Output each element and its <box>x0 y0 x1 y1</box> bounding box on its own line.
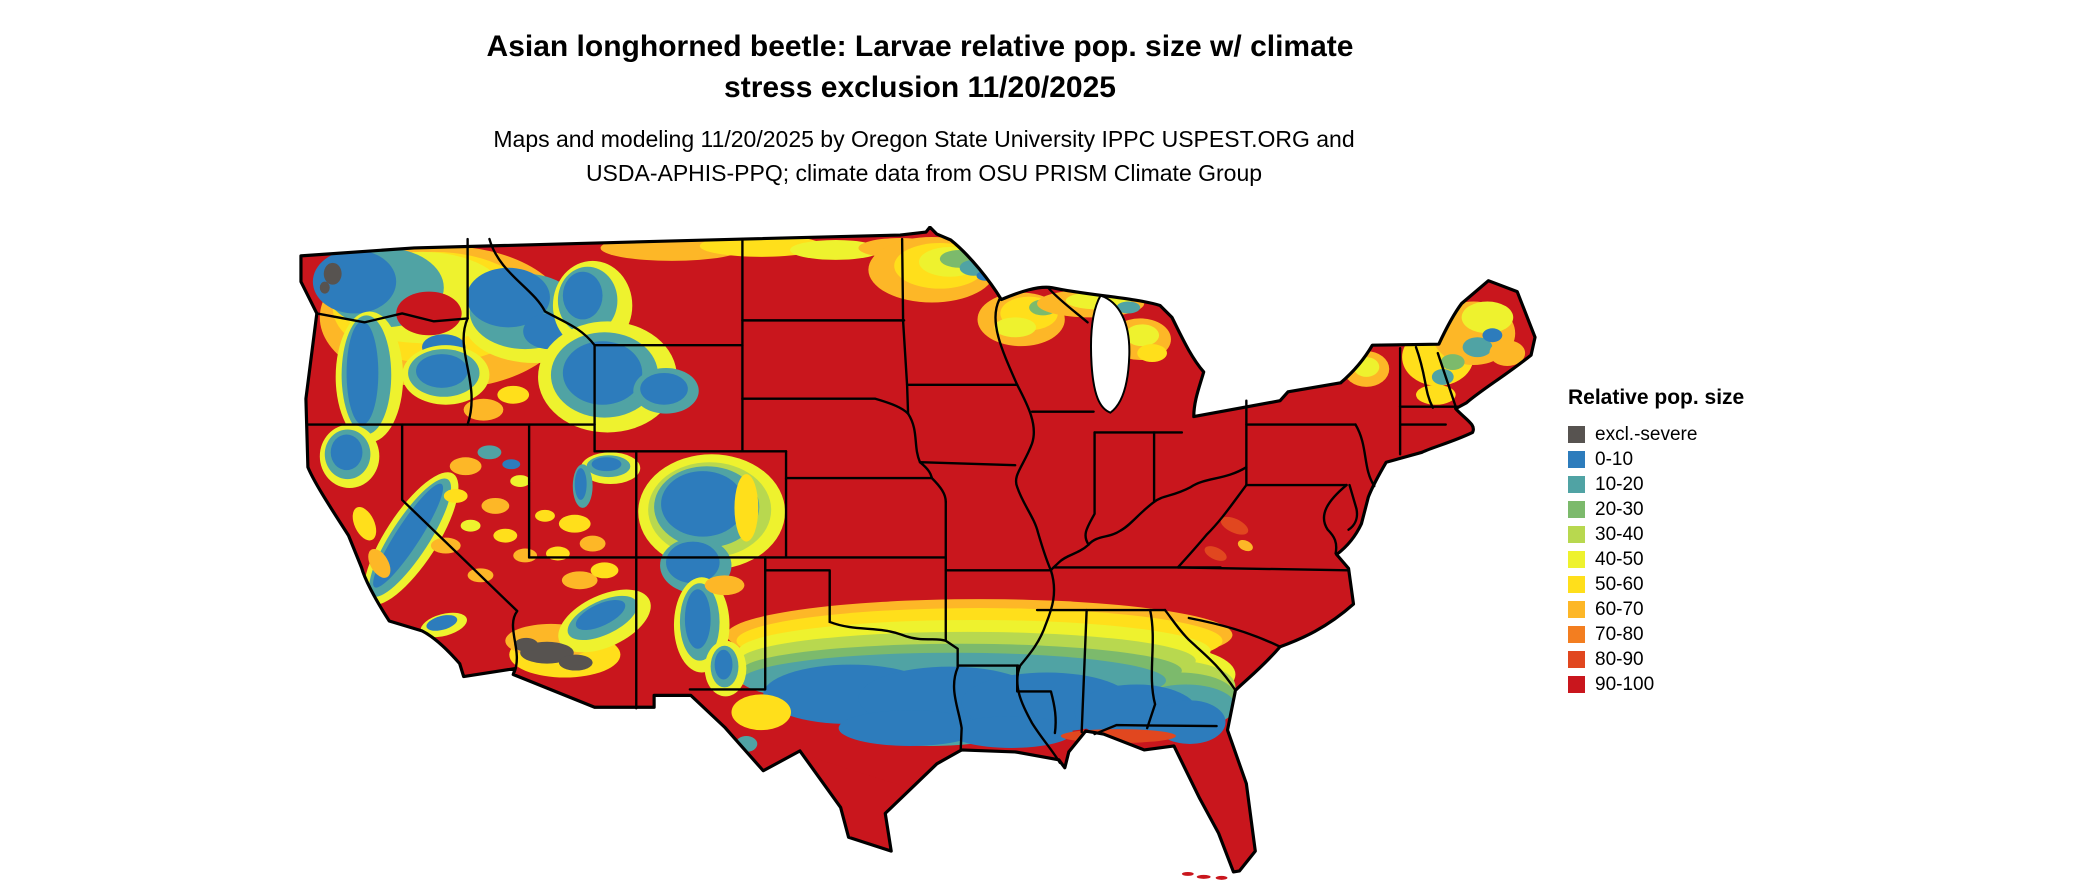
legend-label: 90-100 <box>1595 674 1655 695</box>
page-subtitle: Maps and modeling 11/20/2025 by Oregon S… <box>0 122 1848 190</box>
legend-swatch-70-80 <box>1568 626 1585 643</box>
legend-label: 20-30 <box>1595 499 1644 520</box>
page-subtitle-line2: USDA-APHIS-PPQ; climate data from OSU PR… <box>585 160 1263 186</box>
legend-swatch-excl-severe <box>1568 426 1585 443</box>
legend-title: Relative pop. size <box>1568 386 1745 409</box>
us-outline <box>299 226 1537 874</box>
us-map <box>299 226 1537 880</box>
lake-michigan <box>1090 294 1131 414</box>
legend-item: excl.-severe <box>1568 422 1744 447</box>
legend-item: 30-40 <box>1568 522 1744 547</box>
page-subtitle-line1: Maps and modeling 11/20/2025 by Oregon S… <box>493 126 1355 152</box>
legend-item: 50-60 <box>1568 572 1744 597</box>
legend-swatch-30-40 <box>1568 526 1585 543</box>
legend-item: 60-70 <box>1568 597 1744 622</box>
legend-label: 70-80 <box>1595 624 1644 645</box>
legend-item: 10-20 <box>1568 472 1744 497</box>
legend-label: 30-40 <box>1595 524 1644 545</box>
legend-label: 0-10 <box>1595 449 1634 470</box>
legend-label: 50-60 <box>1595 574 1644 595</box>
page-title: Asian longhorned beetle: Larvae relative… <box>0 26 1840 108</box>
legend-item: 20-30 <box>1568 497 1744 522</box>
legend-swatch-90-100 <box>1568 676 1585 693</box>
legend-label: 60-70 <box>1595 599 1644 620</box>
legend-swatch-20-30 <box>1568 501 1585 518</box>
legend-swatch-40-50 <box>1568 551 1585 568</box>
legend-swatch-50-60 <box>1568 576 1585 593</box>
page-title-line2: stress exclusion 11/20/2025 <box>724 71 1116 104</box>
legend-swatch-10-20 <box>1568 476 1585 493</box>
florida-keys <box>1181 871 1228 880</box>
legend-item: 0-10 <box>1568 447 1744 472</box>
legend-swatch-0-10 <box>1568 451 1585 468</box>
legend-label: 10-20 <box>1595 474 1644 495</box>
legend-swatch-60-70 <box>1568 601 1585 618</box>
legend-item: 90-100 <box>1568 672 1744 697</box>
page-title-line1: Asian longhorned beetle: Larvae relative… <box>486 30 1354 63</box>
legend-label: 40-50 <box>1595 549 1644 570</box>
legend-swatch-80-90 <box>1568 651 1585 668</box>
legend-item: 40-50 <box>1568 547 1744 572</box>
legend-item: 70-80 <box>1568 622 1744 647</box>
legend-label: 80-90 <box>1595 649 1644 670</box>
legend: Relative pop. size excl.-severe 0-10 10-… <box>1568 386 1744 697</box>
state-borders <box>306 237 1459 765</box>
legend-item: 80-90 <box>1568 647 1744 672</box>
legend-label: excl.-severe <box>1595 424 1698 445</box>
